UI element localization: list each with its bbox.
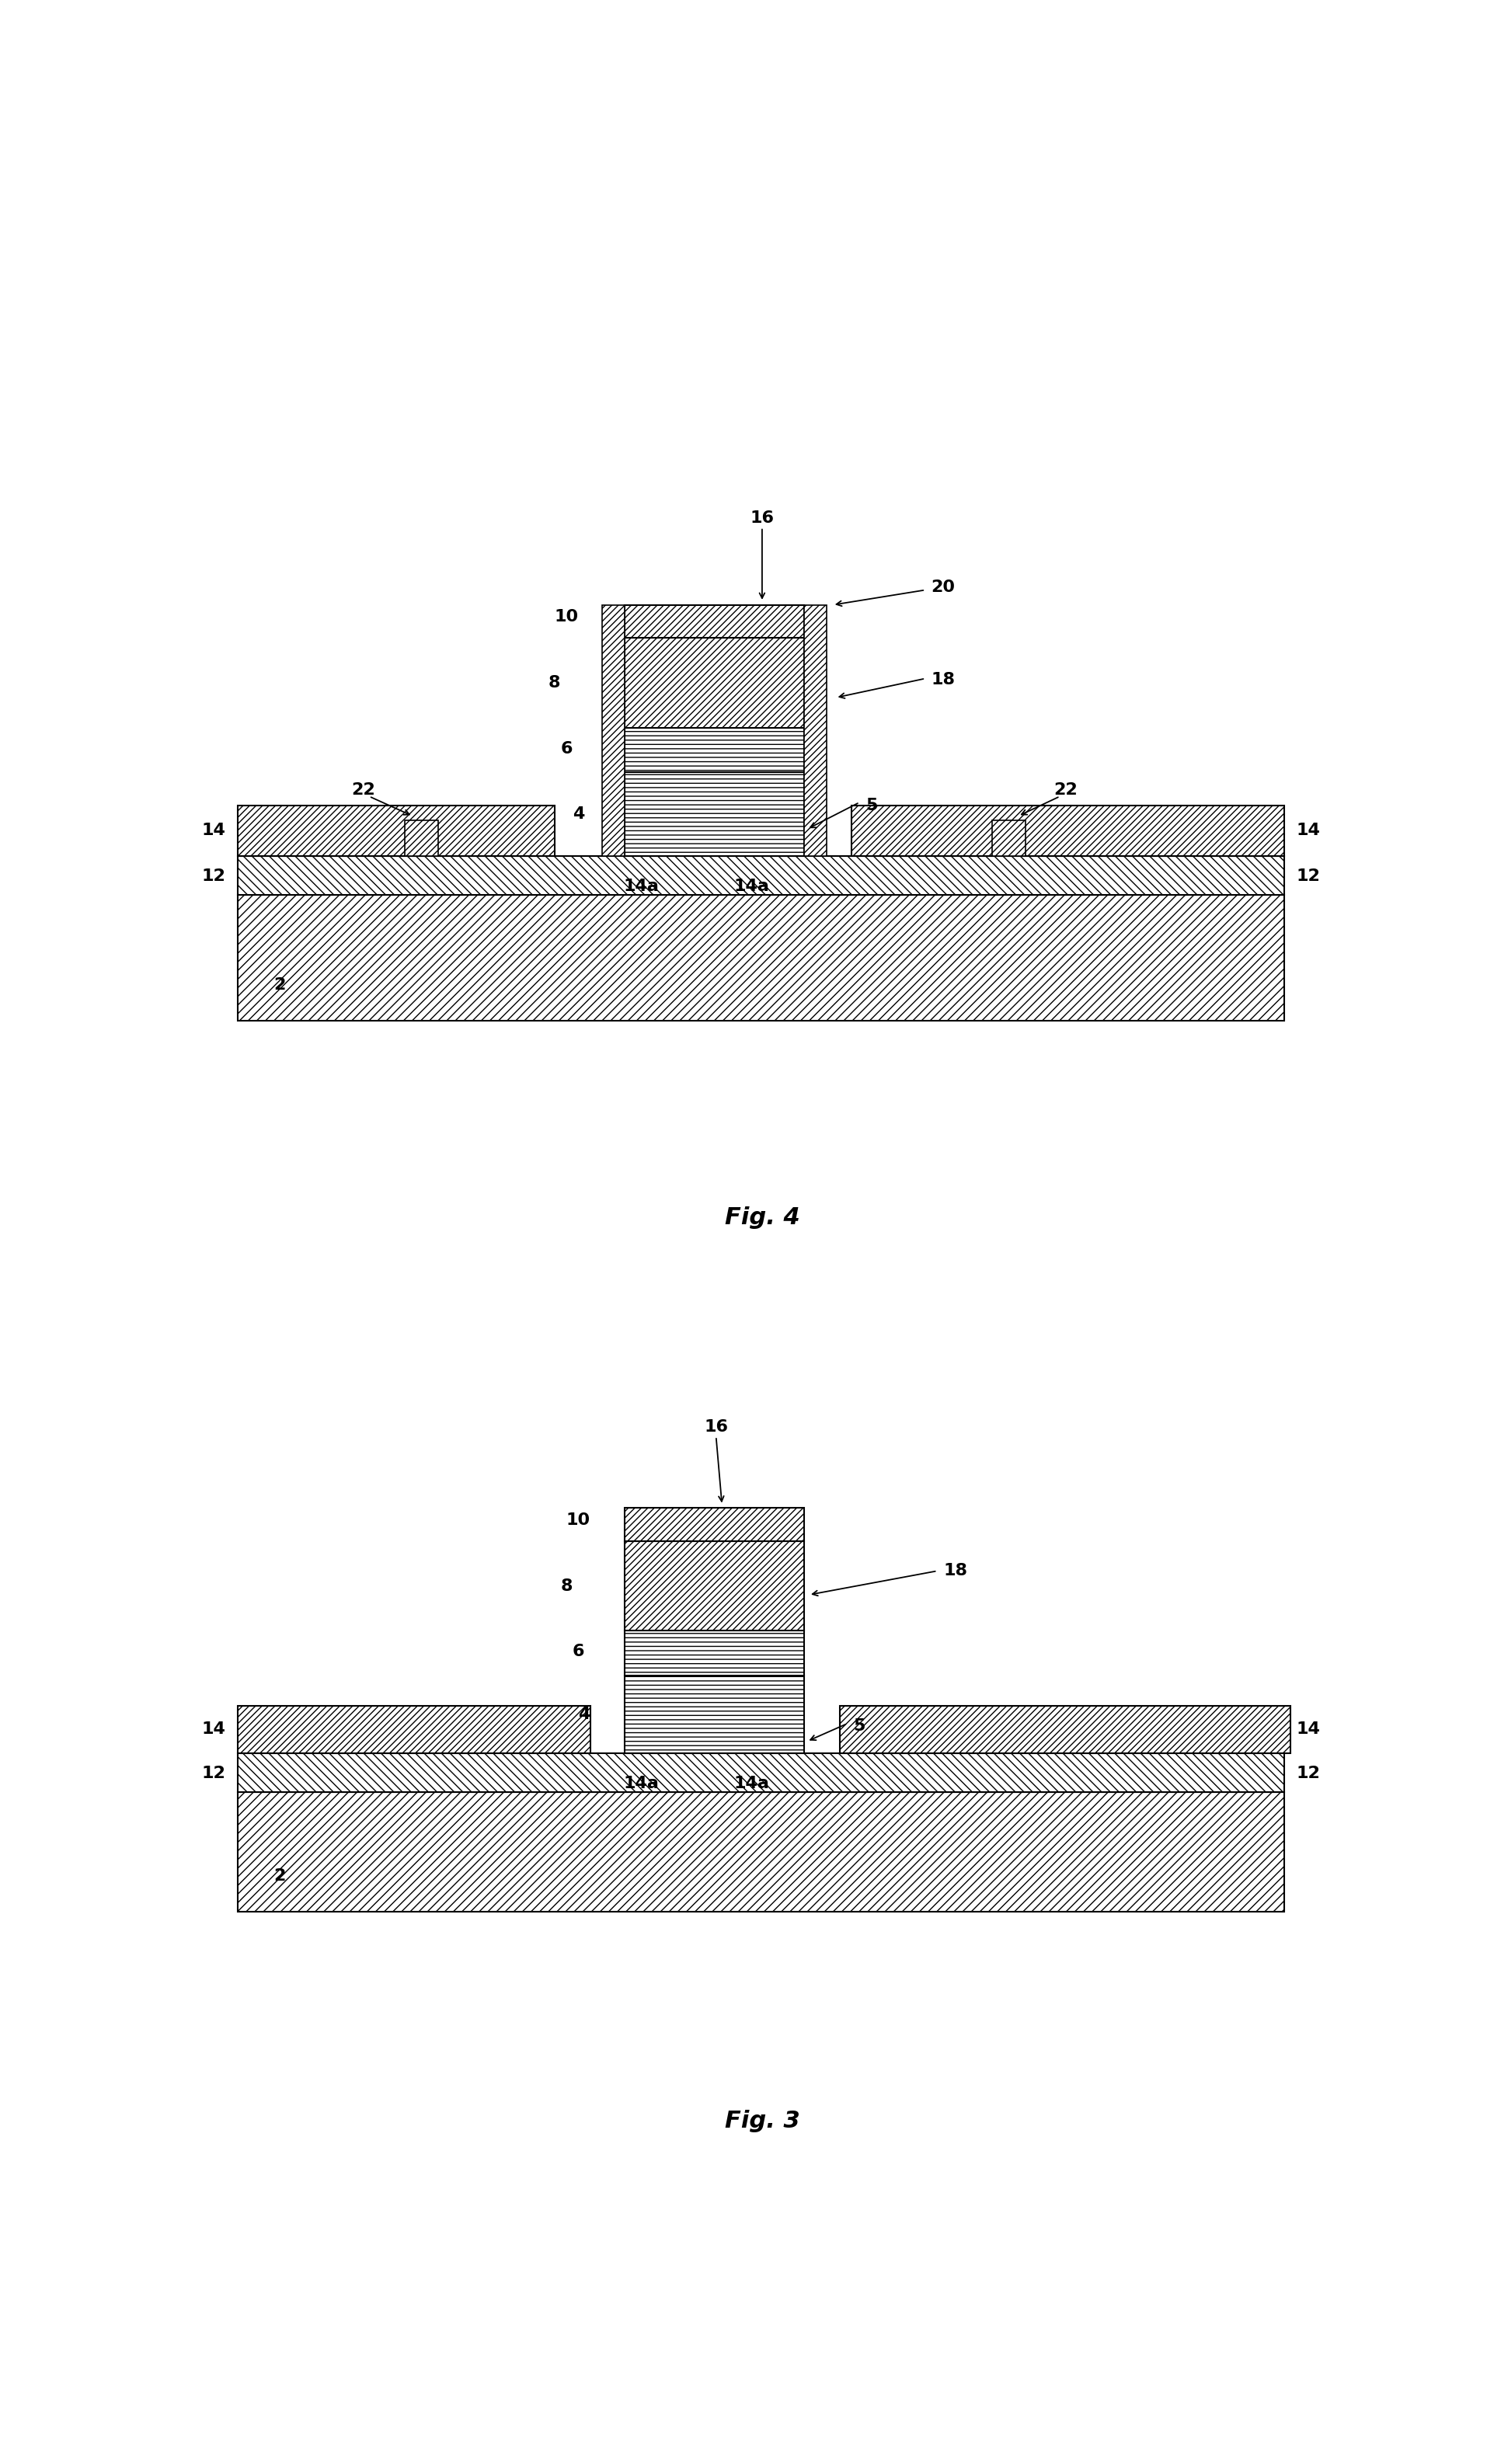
Text: 10: 10 — [555, 609, 578, 626]
Text: 5: 5 — [854, 1720, 865, 1735]
Bar — [625, 1676, 804, 1754]
Text: 20: 20 — [931, 579, 955, 594]
Text: 5: 5 — [865, 798, 877, 813]
Bar — [625, 638, 804, 727]
Bar — [625, 1631, 804, 1676]
Bar — [238, 1705, 590, 1754]
Text: 2: 2 — [274, 1868, 286, 1882]
Text: Fig. 4: Fig. 4 — [724, 1207, 800, 1230]
Bar — [625, 1540, 804, 1631]
Bar — [625, 1508, 804, 1540]
Bar — [804, 606, 827, 855]
Bar — [992, 821, 1026, 855]
Text: 14: 14 — [202, 1722, 226, 1737]
Bar — [238, 855, 1285, 894]
Text: 4: 4 — [572, 806, 584, 823]
Text: 16: 16 — [749, 510, 775, 525]
Text: 10: 10 — [567, 1513, 590, 1528]
Text: Fig. 3: Fig. 3 — [724, 2109, 800, 2131]
Text: 14: 14 — [202, 823, 226, 838]
Text: 14a: 14a — [623, 877, 659, 894]
Bar — [404, 821, 437, 855]
Bar — [625, 606, 804, 638]
Text: 12: 12 — [1297, 867, 1320, 885]
Bar — [238, 1754, 1285, 1791]
Bar — [238, 1791, 1285, 1912]
Bar — [625, 771, 804, 855]
Text: 14a: 14a — [623, 1777, 659, 1791]
Text: 14a: 14a — [735, 1777, 770, 1791]
Text: 14: 14 — [1297, 1722, 1320, 1737]
Bar — [238, 806, 555, 855]
Bar — [840, 1705, 1291, 1754]
Text: 18: 18 — [943, 1562, 968, 1579]
Text: 8: 8 — [561, 1577, 572, 1594]
Bar — [852, 806, 1285, 855]
Text: 12: 12 — [202, 867, 226, 885]
Bar — [238, 894, 1285, 1020]
Text: 8: 8 — [549, 675, 561, 690]
Text: 4: 4 — [578, 1708, 590, 1722]
Text: 2: 2 — [274, 976, 286, 993]
Text: 22: 22 — [351, 784, 375, 798]
Text: 6: 6 — [561, 742, 572, 756]
Bar — [602, 606, 625, 855]
Text: 22: 22 — [1054, 784, 1078, 798]
Text: 14a: 14a — [735, 877, 770, 894]
Text: 14: 14 — [1297, 823, 1320, 838]
Text: 12: 12 — [1297, 1764, 1320, 1781]
Text: 16: 16 — [703, 1419, 729, 1434]
Text: 12: 12 — [202, 1764, 226, 1781]
Bar — [625, 727, 804, 771]
Text: 6: 6 — [572, 1643, 584, 1658]
Text: 18: 18 — [931, 673, 955, 687]
